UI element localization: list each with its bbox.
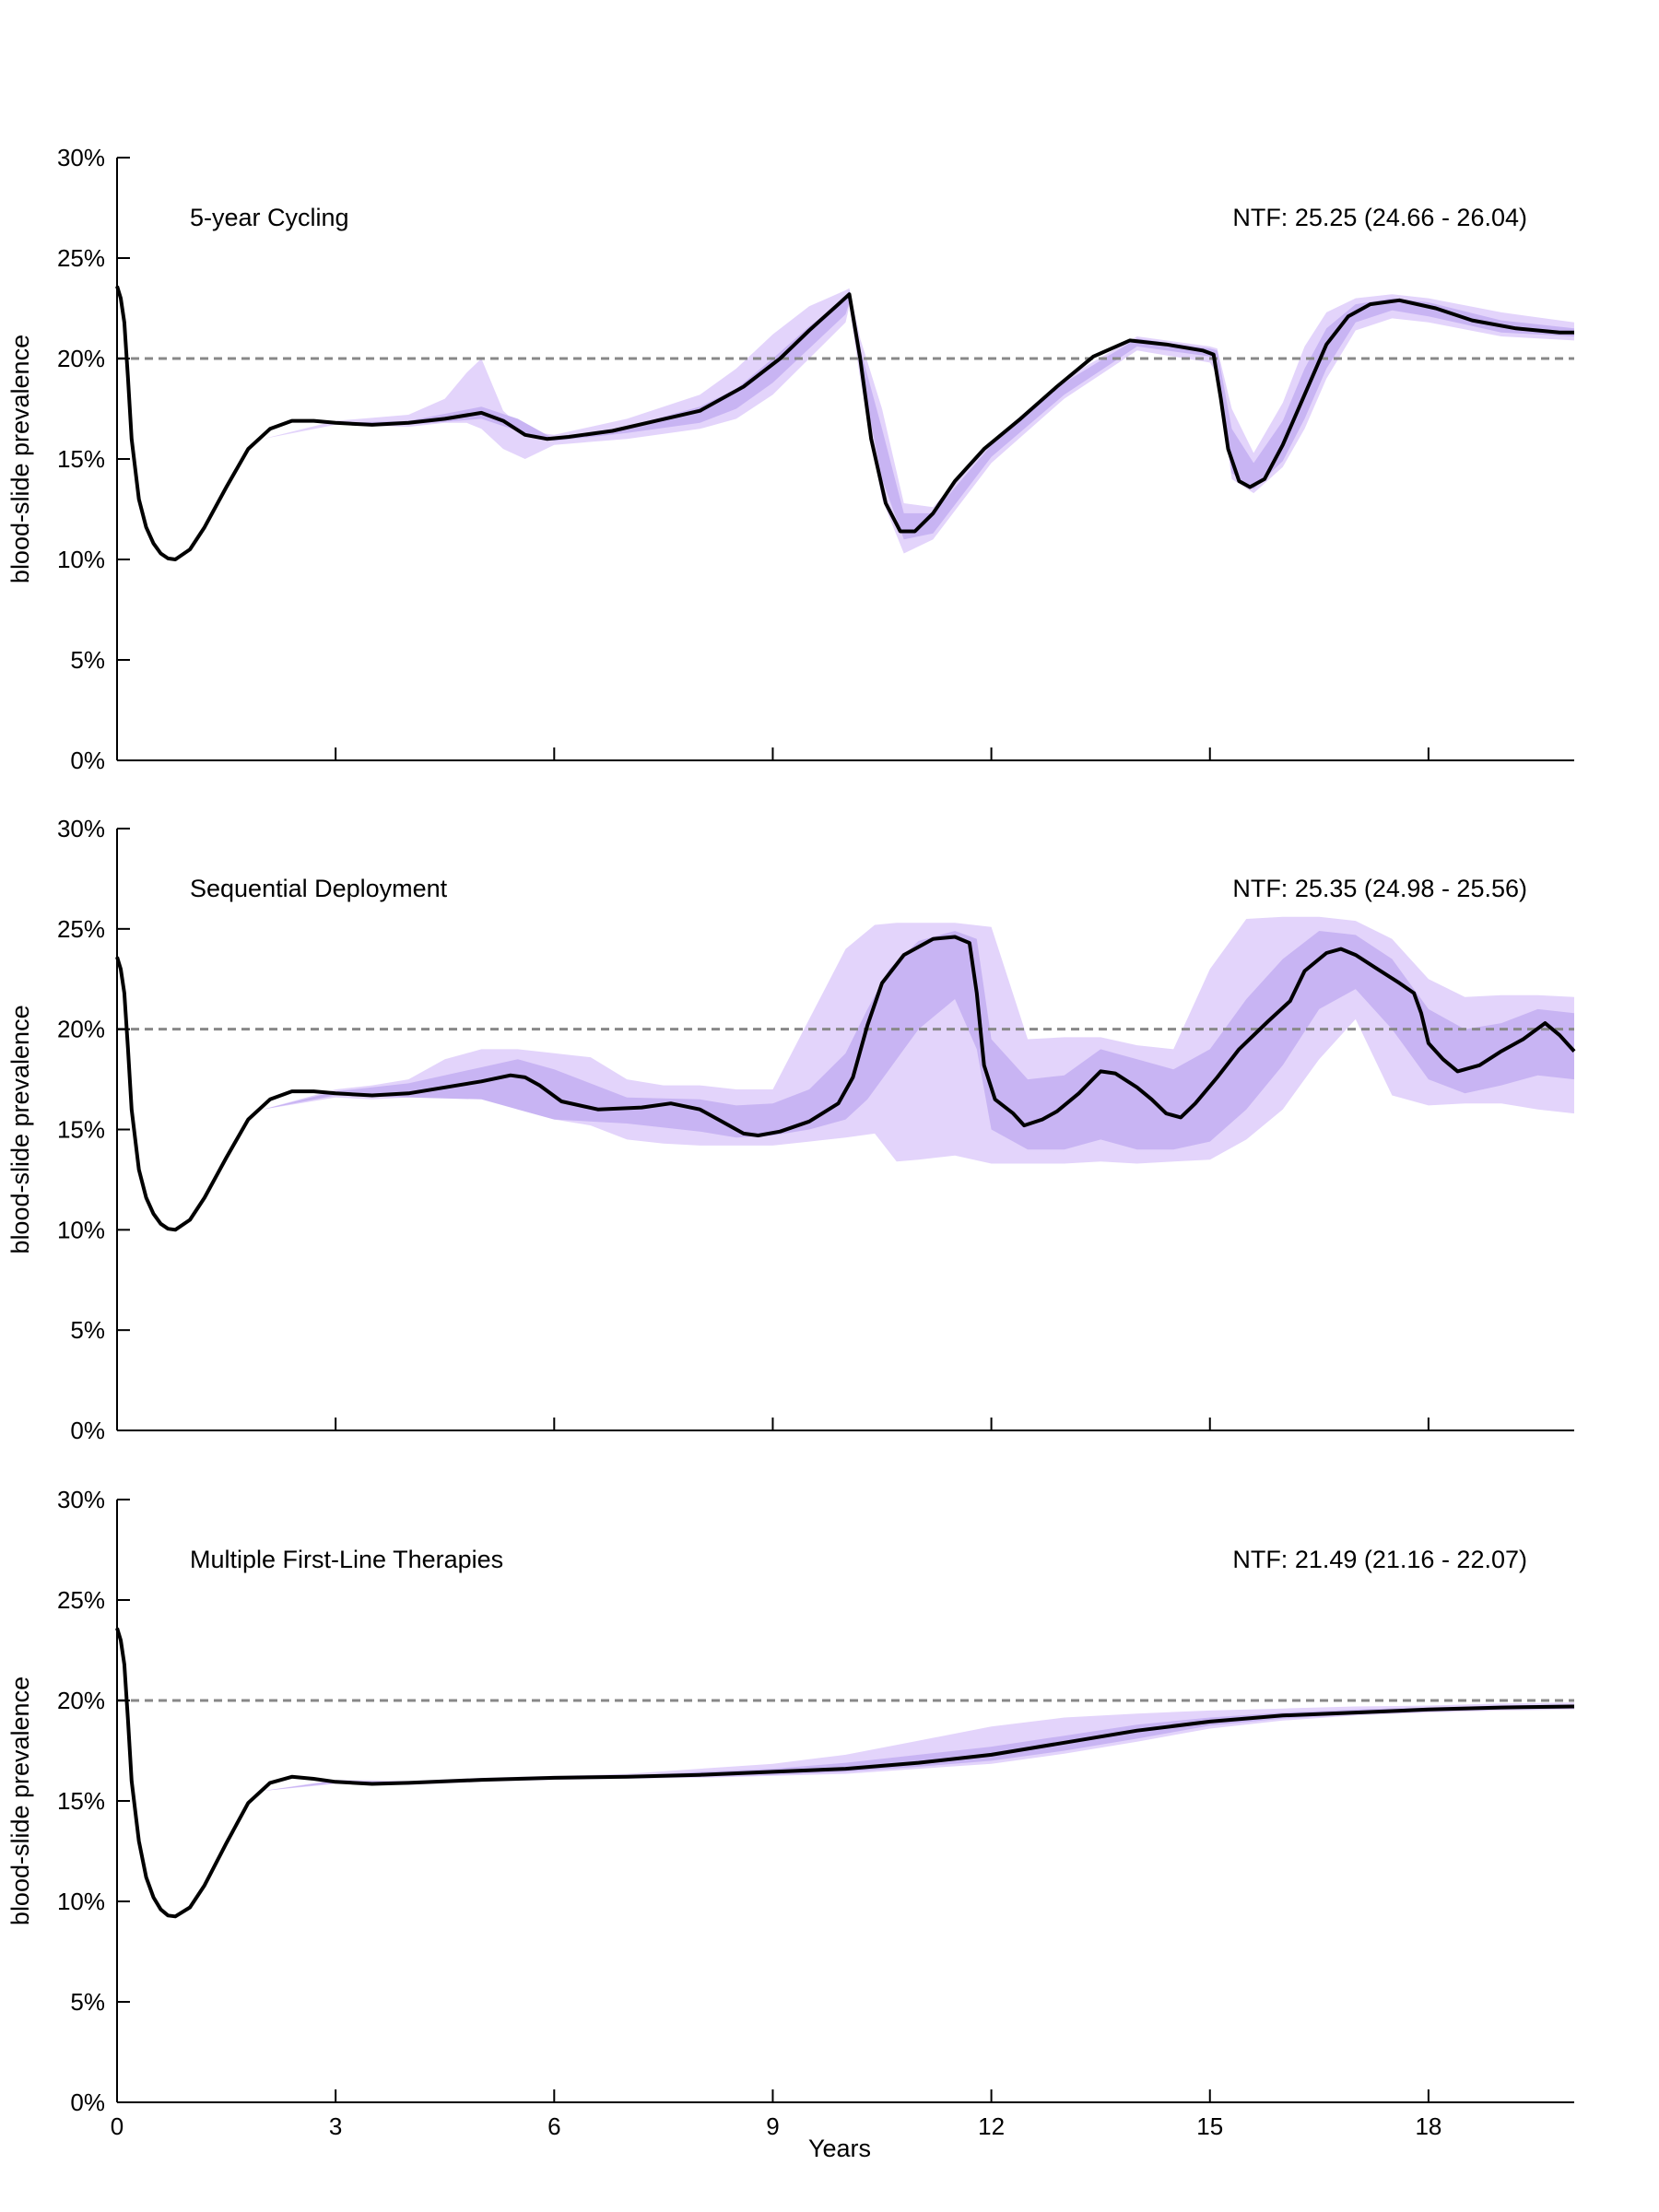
y-tick-label: 25%: [57, 915, 105, 943]
y-tick-label: 10%: [57, 1888, 105, 1915]
panel-title: Multiple First-Line Therapies: [190, 1546, 503, 1573]
inner-uncertainty-band: [117, 931, 1574, 1220]
y-tick-label: 5%: [70, 646, 105, 674]
y-tick-label: 10%: [57, 1216, 105, 1243]
x-tick-label: 6: [547, 2112, 560, 2140]
median-prevalence-line: [115, 935, 1576, 1232]
y-tick-label: 5%: [70, 1988, 105, 2016]
y-tick-label: 5%: [70, 1316, 105, 1344]
panel-title: Sequential Deployment: [190, 875, 448, 902]
x-tick-label: 9: [766, 2112, 779, 2140]
x-tick-label: 0: [111, 2112, 124, 2140]
ntf-annotation: NTF: 25.35 (24.98 - 25.56): [1232, 875, 1527, 902]
x-tick-label: 3: [329, 2112, 342, 2140]
median-prevalence-line: [115, 285, 1574, 561]
panel-multiple-first-line-therapies: 0% 5% 10% 15% 20% 25% 30% 0 3 6 9 12 15 18 blood-slide…: [6, 1486, 1575, 2140]
y-tick-label: 0%: [70, 747, 105, 774]
y-tick-label: 15%: [57, 1116, 105, 1144]
y-tick-label: 30%: [57, 144, 105, 171]
panel-sequential-deployment: 0% 5% 10% 15% 20% 25% 30% blood-slide prevalenc…: [6, 815, 1576, 1444]
x-tick-label: 18: [1415, 2112, 1441, 2140]
y-tick-label: 0%: [70, 1417, 105, 1444]
panel-5-year-cycling: 0% 5% 10% 15% 20% 25% 30% blood-slide prevalenc…: [6, 144, 1574, 774]
y-tick-label: 10%: [57, 546, 105, 573]
y-tick-label: 20%: [57, 345, 105, 372]
y-tick-label: 30%: [57, 815, 105, 842]
y-tick-label: 15%: [57, 445, 105, 473]
y-axis-title: blood-slide prevalence: [6, 335, 34, 583]
outer-uncertainty-band: [117, 286, 1574, 554]
y-tick-label: 20%: [57, 1016, 105, 1043]
panel-title: 5-year Cycling: [190, 204, 349, 231]
y-tick-label: 15%: [57, 1787, 105, 1815]
y-tick-label: 0%: [70, 2088, 105, 2116]
y-tick-label: 25%: [57, 1586, 105, 1614]
x-axis-title: Years: [808, 2135, 871, 2162]
ntf-annotation: NTF: 25.25 (24.66 - 26.04): [1232, 204, 1527, 231]
y-tick-label: 25%: [57, 244, 105, 272]
y-tick-label: 20%: [57, 1687, 105, 1714]
ntf-annotation: NTF: 21.49 (21.16 - 22.07): [1232, 1546, 1527, 1573]
median-prevalence-line: [115, 1627, 1575, 1919]
x-tick-label: 15: [1196, 2112, 1223, 2140]
y-tick-label: 30%: [57, 1486, 105, 1513]
y-axis-title: blood-slide prevalence: [6, 1005, 34, 1253]
y-axis-title: blood-slide prevalence: [6, 1677, 34, 1925]
x-tick-label: 12: [978, 2112, 1005, 2140]
